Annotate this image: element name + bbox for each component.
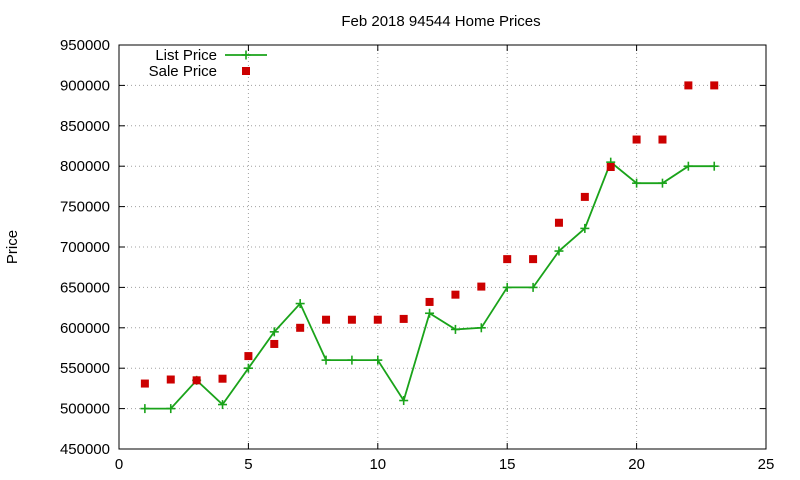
data-point-sale-price (554, 218, 563, 227)
data-point-sale-price (632, 135, 641, 144)
data-point-list-price (502, 282, 512, 292)
legend-label: List Price (155, 47, 217, 64)
chart-title: Feb 2018 94544 Home Prices (341, 13, 540, 30)
data-point-list-price (657, 178, 667, 188)
data-point-list-price (554, 246, 564, 256)
data-point-sale-price (658, 135, 667, 144)
series-line-list-price (144, 160, 715, 410)
data-point-sale-price (322, 315, 331, 324)
axis-ticks: 0 5 10 15 20 25 450000 500000 550000 600000 650000… (60, 37, 774, 473)
data-point-list-price (243, 363, 253, 373)
data-point-sale-price (192, 376, 201, 385)
y-tick-label: 800000 (60, 158, 110, 175)
data-point-sale-price (710, 81, 719, 90)
data-point-list-price (709, 161, 719, 171)
data-point-sale-price (373, 315, 382, 324)
data-point-sale-price (218, 374, 227, 383)
data-point-sale-price (477, 282, 486, 291)
x-tick-label: 15 (499, 456, 516, 473)
y-tick-label: 450000 (60, 441, 110, 458)
data-point-list-price (580, 223, 590, 233)
data-point-sale-price (451, 290, 460, 299)
data-point-sale-price (166, 375, 175, 384)
y-tick-label: 600000 (60, 320, 110, 337)
data-point-list-price (269, 327, 279, 337)
data-point-list-price (321, 355, 331, 365)
plot-frame (118, 44, 767, 450)
data-point-list-price (140, 404, 150, 414)
data-point-sale-price (296, 323, 305, 332)
y-tick-label: 900000 (60, 77, 110, 94)
data-point-list-price (373, 355, 383, 365)
data-point-list-price (528, 282, 538, 292)
data-point-sale-price (503, 255, 512, 264)
x-tick-label: 10 (369, 456, 386, 473)
x-tick-label: 20 (628, 456, 645, 473)
data-point-sale-price (140, 379, 149, 388)
x-tick-label: 25 (758, 456, 775, 473)
data-point-list-price (218, 400, 228, 410)
x-tick-label: 5 (244, 456, 252, 473)
data-point-list-price (425, 308, 435, 318)
data-point-sale-price (425, 297, 434, 306)
data-point-list-price (166, 404, 176, 414)
data-point-list-price (347, 355, 357, 365)
data-point-sale-price (270, 339, 279, 348)
y-tick-label: 650000 (60, 279, 110, 296)
data-point-sale-price (399, 314, 408, 323)
x-tick-label: 0 (115, 456, 123, 473)
data-point-list-price (683, 161, 693, 171)
data-point-sale-price (684, 81, 693, 90)
y-tick-label: 500000 (60, 401, 110, 418)
series-1 (140, 81, 719, 388)
y-tick-label: 850000 (60, 118, 110, 135)
legend-label: Sale Price (149, 63, 217, 80)
y-tick-label: 700000 (60, 239, 110, 256)
data-point-sale-price (244, 352, 253, 361)
y-tick-label: 950000 (60, 37, 110, 54)
data-point-sale-price (580, 192, 589, 201)
legend-marker-sale-price (242, 67, 250, 75)
data-point-list-price (295, 299, 305, 309)
y-tick-label: 550000 (60, 360, 110, 377)
data-point-list-price (399, 396, 409, 406)
data-point-sale-price (529, 255, 538, 264)
data-point-sale-price (606, 163, 615, 172)
data-point-list-price (450, 324, 460, 334)
y-tick-label: 750000 (60, 199, 110, 216)
data-point-list-price (476, 323, 486, 333)
legend-marker-list-price (241, 50, 251, 60)
series-0 (140, 157, 719, 414)
data-point-list-price (632, 178, 642, 188)
grid (119, 45, 766, 449)
y-axis-label: Price (4, 230, 21, 264)
series (140, 81, 719, 414)
data-point-sale-price (347, 315, 356, 324)
